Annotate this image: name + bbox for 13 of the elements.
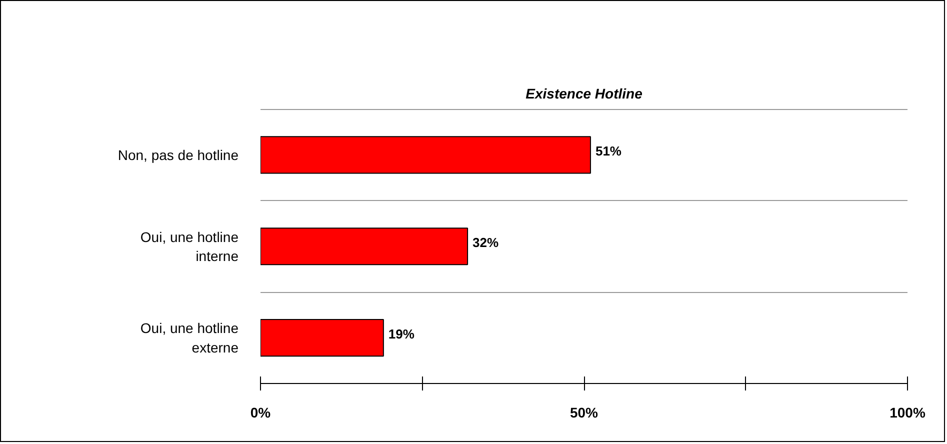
data-label: 32% [472,234,499,250]
bar [260,228,468,266]
x-tick-label: 50% [570,404,599,420]
y-tick-label: Non, pas de hotline [118,146,239,163]
chart-title: Existence Hotline [526,86,643,102]
bar [260,136,591,174]
data-label: 51% [595,143,622,158]
data-label: 19% [388,326,415,342]
x-tick-label: 0% [250,404,272,420]
y-tick-label: Oui, une hotline interne [140,228,239,264]
y-tick-label: Oui, une hotline externe [140,320,239,356]
x-tick-label: 100% [890,404,926,420]
bar [260,319,384,357]
